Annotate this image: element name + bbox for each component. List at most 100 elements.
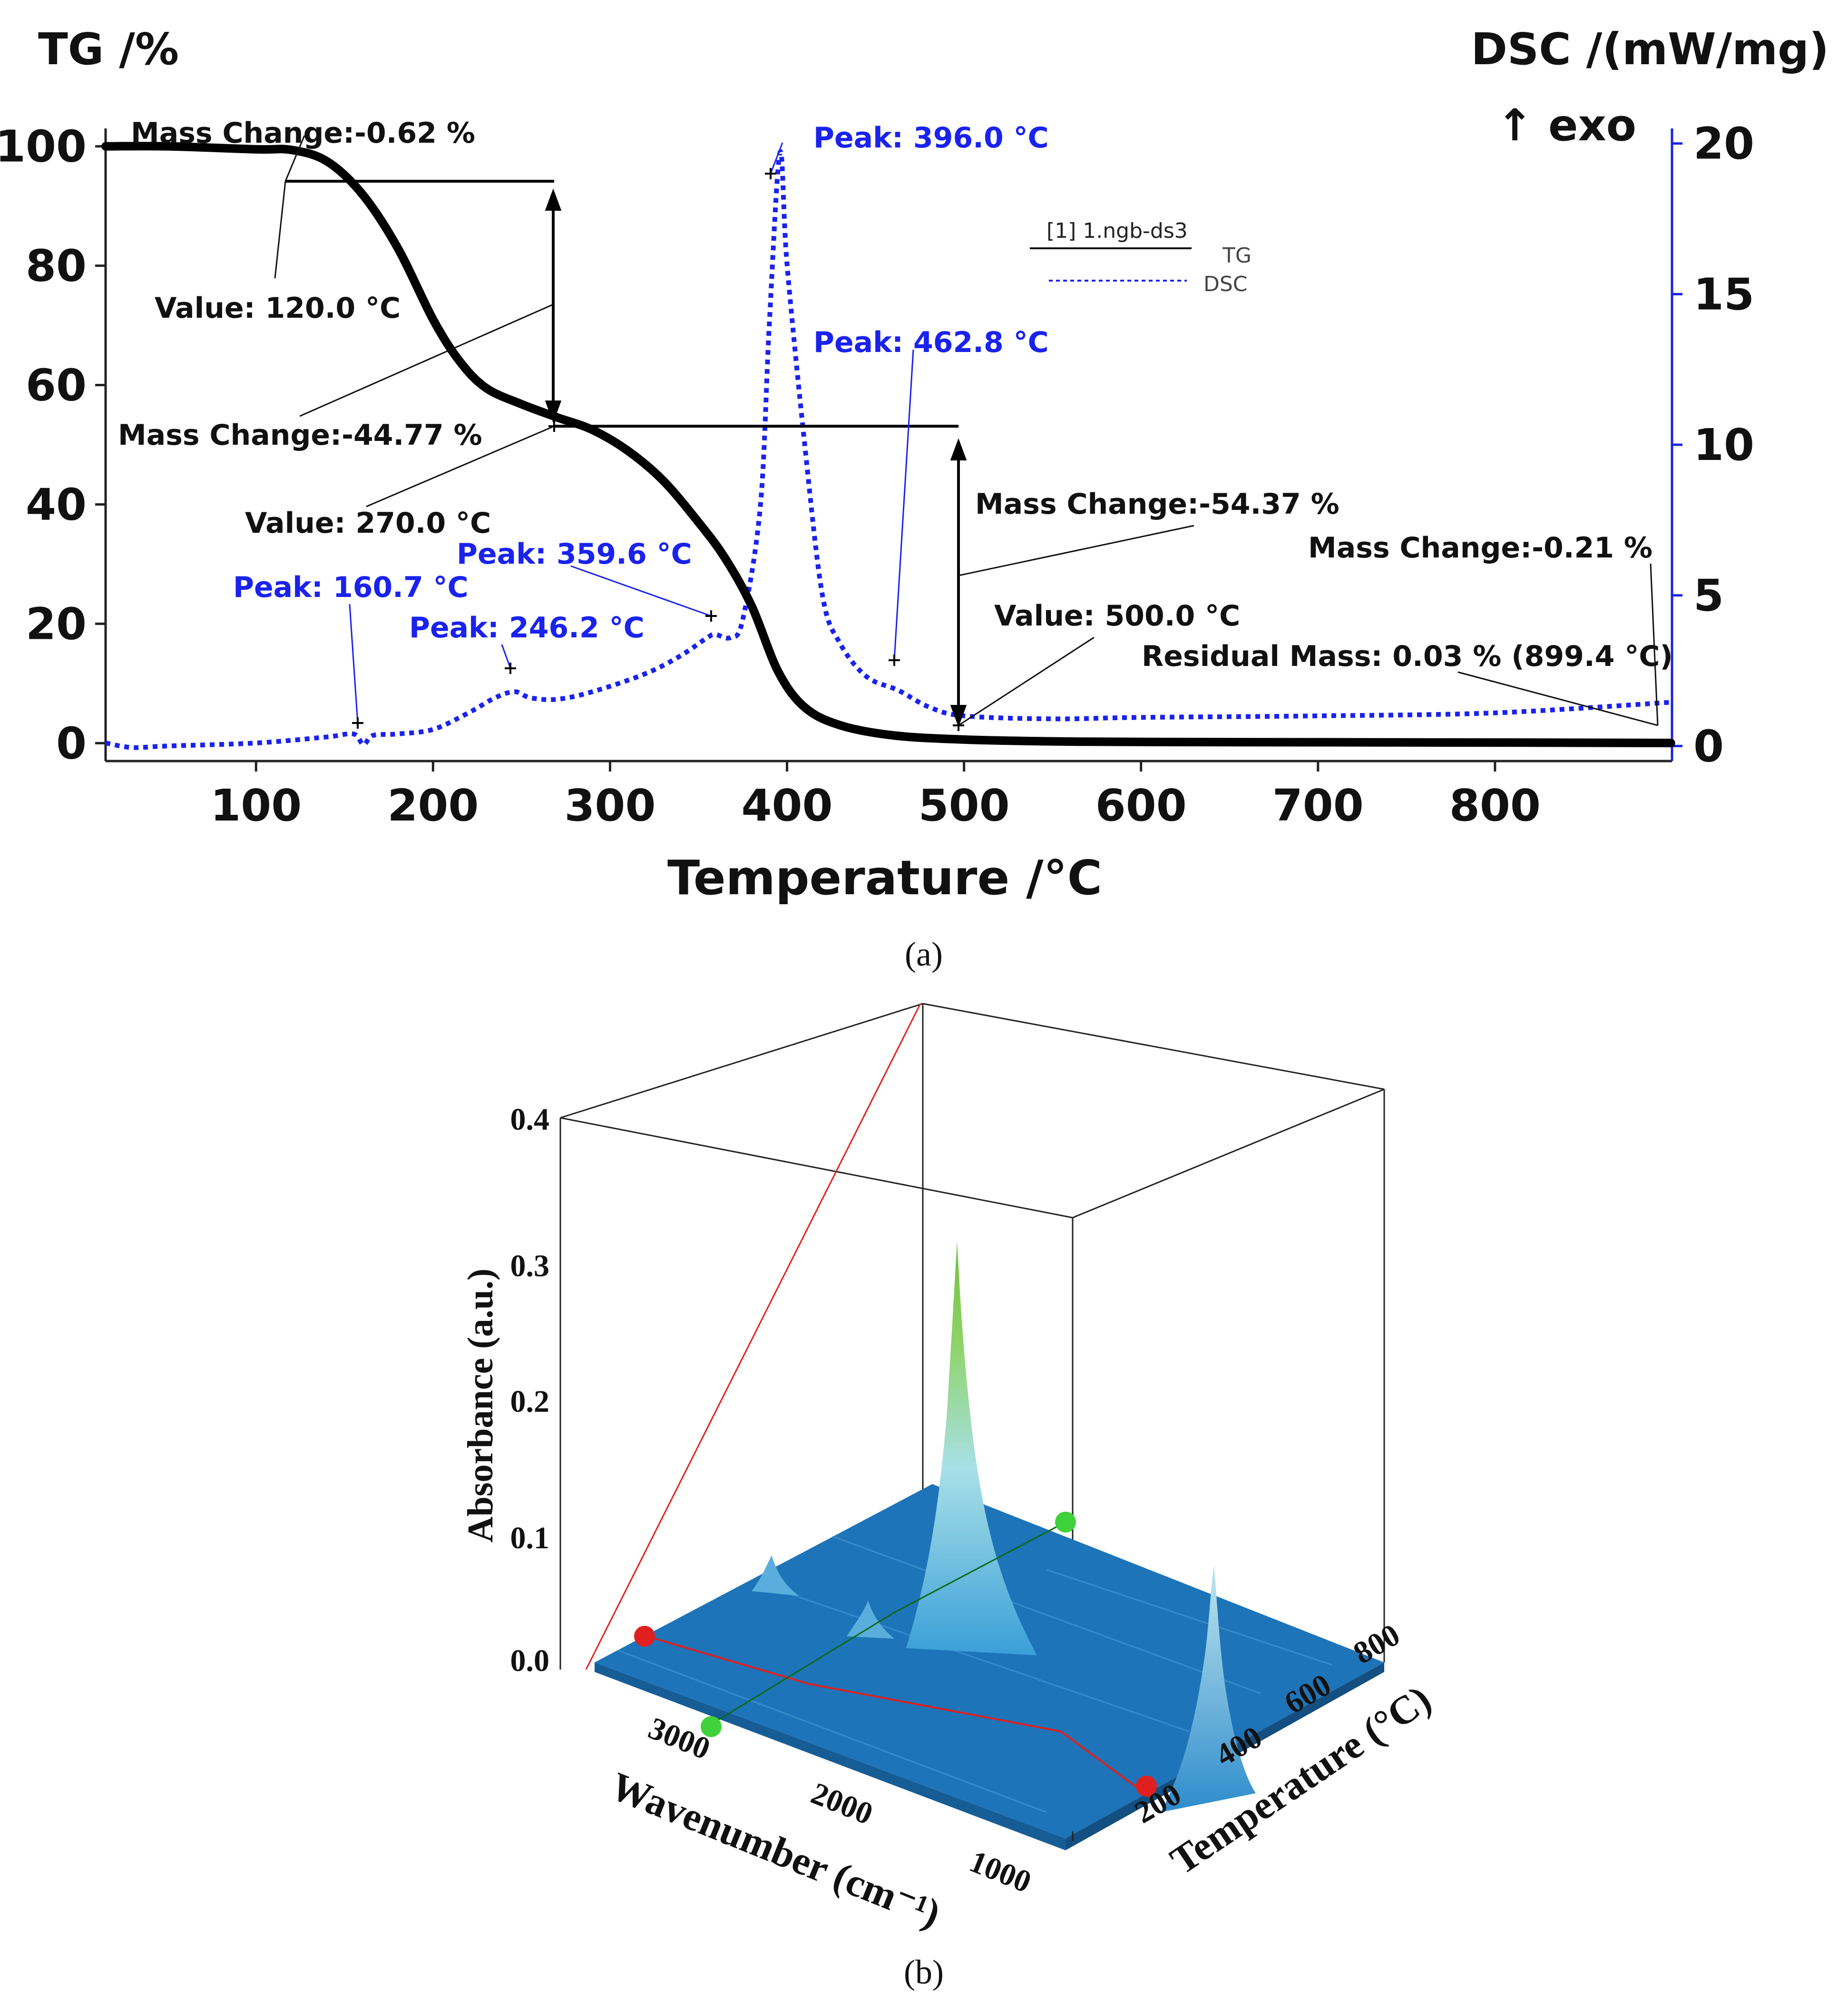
z-axis-ticks: 0.0 0.1 0.2 0.3 0.4 (510, 1102, 550, 1678)
legend: [1] 1.ngb-ds3 TG DSC (1030, 219, 1252, 296)
arrow-head-1-bottom (545, 401, 562, 423)
annotation-peak-246: Peak: 246.2 °C (409, 611, 645, 645)
box-edge (560, 1003, 923, 1119)
tg-dsc-chart: 100 200 300 400 500 600 700 800 0 20 40 60 80 100 0 5… (0, 24, 1829, 973)
right-y-tick-label: 15 (1693, 269, 1754, 320)
right-y-tick-label: 20 (1693, 118, 1754, 169)
tg-annotations: Mass Change:-0.62 % Value: 120.0 °C Mass… (118, 117, 1673, 673)
annotation-peak-359: Peak: 359.6 °C (457, 537, 692, 571)
x-tick-label: 100 (210, 780, 302, 831)
leader (284, 135, 305, 182)
point-markers (352, 168, 964, 731)
x-tick-label: 600 (1095, 780, 1187, 831)
dsc-series-line (105, 149, 1671, 750)
box-edge (560, 1117, 1073, 1219)
leader (1650, 563, 1659, 726)
annotation-value-1: Value: 120.0 °C (155, 292, 401, 325)
x-axis-label: Temperature /°C (667, 850, 1102, 906)
exo-label: ↑ exo (1496, 100, 1636, 151)
annotation-value-3: Value: 500.0 °C (994, 599, 1240, 633)
left-y-tick-label: 40 (26, 479, 87, 530)
leader (958, 525, 1194, 576)
legend-tg-label: TG (1222, 244, 1252, 268)
marker (765, 168, 776, 179)
arrow-head-1-top (545, 188, 562, 211)
red-diagonal (585, 1003, 921, 1670)
annotation-peak-462: Peak: 462.8 °C (813, 326, 1049, 359)
leader (958, 636, 1095, 726)
mass-change-markers (285, 180, 967, 727)
leader (893, 349, 914, 661)
x-tick-label: 800 (1449, 780, 1541, 831)
x-tick-label: 700 (1272, 780, 1364, 831)
leader (770, 142, 783, 174)
ridge (1046, 1569, 1332, 1666)
z-tick-label: 0.3 (510, 1249, 550, 1283)
surface-ridges (618, 1535, 1332, 1813)
peak-low-wavenumber (1161, 1565, 1256, 1812)
ridge (761, 1583, 1190, 1732)
peak-ch-stretch (752, 1555, 799, 1596)
marker (953, 720, 964, 731)
leader (570, 565, 712, 617)
x-tick-label: 500 (919, 780, 1010, 831)
leader (366, 425, 555, 508)
box-edge (1072, 1088, 1385, 1219)
left-y-tick-label: 80 (26, 241, 87, 292)
red-marker (1136, 1776, 1157, 1797)
peak-leaders (349, 142, 914, 723)
left-y-tick-label: 20 (26, 598, 87, 649)
right-y-tick-label: 5 (1693, 570, 1724, 621)
annotation-residual-mass: Residual Mass: 0.03 % (899.4 °C) (1142, 640, 1673, 673)
red-projection-line (646, 1635, 1152, 1799)
x-ticks: 100 200 300 400 500 600 700 800 (210, 761, 1541, 831)
green-marker (701, 1716, 722, 1737)
red-marker (634, 1626, 655, 1647)
annotation-mass-change-1: Mass Change:-0.62 % (131, 117, 475, 150)
left-y-tick-label: 100 (0, 121, 87, 172)
annotation-peak-396: Peak: 396.0 °C (813, 121, 1049, 155)
leader (299, 303, 554, 417)
annotation-value-2: Value: 270.0 °C (245, 507, 491, 540)
marker (705, 610, 717, 622)
legend-dsc-label: DSC (1203, 272, 1248, 296)
box-edge (922, 1003, 1385, 1090)
x-tick-label: 1000 (965, 1844, 1036, 1899)
annotation-leaders (274, 135, 1659, 726)
ridge (618, 1650, 1047, 1813)
peak-small (847, 1601, 894, 1639)
right-y-ticks: 0 5 10 15 20 (1672, 118, 1754, 772)
left-y-ticks: 0 20 40 60 80 100 (0, 121, 106, 769)
annotation-mass-change-2: Mass Change:-44.77 % (118, 419, 482, 452)
x-axis-label: Wavenumber (cm⁻¹) (605, 1764, 947, 1936)
left-y-tick-label: 60 (26, 360, 87, 411)
panel-label-a: (a) (905, 935, 943, 973)
x-tick-label: 200 (387, 780, 479, 831)
x-tick-label: 2000 (806, 1776, 878, 1831)
leader (501, 644, 511, 669)
left-y-axis-label: TG /% (38, 24, 179, 75)
annotation-mass-change-3: Mass Change:-54.37 % (975, 488, 1340, 521)
dsc-annotations: Peak: 396.0 °C Peak: 462.8 °C Peak: 359.… (233, 121, 1049, 645)
annotation-mass-change-4: Mass Change:-0.21 % (1308, 531, 1652, 565)
panel-label-b: (b) (904, 1953, 944, 1991)
right-y-tick-label: 10 (1693, 420, 1754, 470)
right-y-tick-label: 0 (1693, 721, 1724, 772)
marker (889, 655, 900, 666)
annotation-peak-160: Peak: 160.7 °C (233, 571, 469, 604)
arrow-head-2-top (950, 438, 967, 460)
tg-series-line (101, 142, 1675, 747)
z-tick-label: 0.1 (510, 1521, 550, 1555)
leader (274, 181, 286, 279)
x-tick-label: 400 (742, 780, 833, 831)
left-y-tick-label: 0 (56, 718, 87, 769)
z-tick-label: 0.0 (510, 1643, 550, 1678)
green-projection-line (711, 1521, 1066, 1725)
x-tick-label: 300 (564, 780, 655, 831)
leader (1457, 671, 1658, 726)
z-tick-label: 0.2 (510, 1384, 550, 1419)
ftir-3d-surface-chart: 0.0 0.1 0.2 0.3 0.4 Absorbance (a.u.) 30… (460, 1003, 1439, 1991)
ridge (832, 1535, 1261, 1694)
main-peak-co2 (906, 1241, 1037, 1655)
